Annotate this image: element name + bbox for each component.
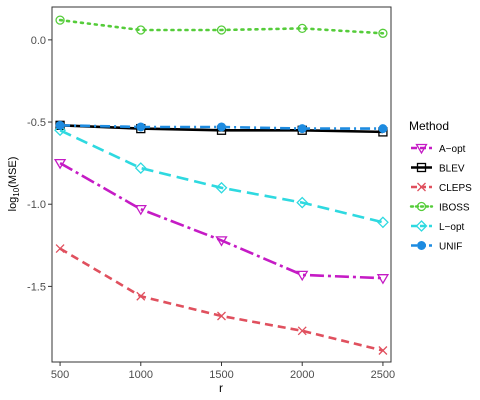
series-line-l-opt xyxy=(59,129,384,224)
y-tick-label: -1.5 xyxy=(27,281,46,293)
data-point-unif xyxy=(55,120,65,130)
x-tick-label: 1500 xyxy=(209,369,233,381)
y-axis-label-base: log xyxy=(7,197,19,212)
data-point-unif xyxy=(217,122,226,132)
legend-key-marker xyxy=(416,201,427,212)
legend-label: UNIF xyxy=(439,242,462,253)
legend-label: CLEPS xyxy=(439,183,472,194)
y-tick-label: 0.0 xyxy=(31,35,46,47)
y-axis-label: log10(MSE) xyxy=(7,157,21,212)
series-l-opt xyxy=(54,124,389,229)
legend-label: A−opt xyxy=(439,144,466,155)
y-axis-label-sub: 10 xyxy=(12,187,21,196)
legend-title: Method xyxy=(409,119,449,133)
legend-key-marker xyxy=(416,162,427,173)
series-cleps xyxy=(55,244,388,355)
data-point-unif xyxy=(297,124,307,134)
legend-key-marker xyxy=(415,143,428,155)
data-point-unif xyxy=(136,122,146,132)
series-layer xyxy=(53,15,390,355)
series-line-iboss xyxy=(58,18,385,35)
legend-label: L−opt xyxy=(439,222,465,233)
legend-item-iboss: IBOSS xyxy=(409,201,470,214)
data-point-iboss xyxy=(136,25,146,35)
data-point-a-opt xyxy=(376,274,390,285)
data-point-cleps xyxy=(217,311,226,321)
legend-item-a-opt: A−opt xyxy=(411,143,466,155)
series-a-opt xyxy=(53,158,390,285)
legend-key-marker xyxy=(415,220,428,232)
data-point-unif xyxy=(378,124,388,134)
legend-item-blev: BLEV xyxy=(411,162,465,175)
data-point-cleps xyxy=(136,291,146,301)
x-tick-label: 2000 xyxy=(290,369,314,381)
data-point-iboss xyxy=(55,15,65,25)
x-axis-label: r xyxy=(219,381,223,395)
data-point-cleps xyxy=(378,346,388,355)
x-tick-label: 2500 xyxy=(371,369,395,381)
x-tick-label: 1000 xyxy=(129,369,153,381)
data-point-cleps xyxy=(297,326,307,336)
legend-key-marker xyxy=(417,241,426,250)
data-point-l-opt xyxy=(296,196,309,209)
data-point-iboss xyxy=(216,25,227,35)
legend: Method A−opt BLEV CLEPS IBOSS L−opt UNIF xyxy=(409,119,472,253)
legend-label: IBOSS xyxy=(439,203,470,214)
y-axis-label-rest: (MSE) xyxy=(7,157,19,188)
legend-label: BLEV xyxy=(439,164,465,175)
data-point-iboss xyxy=(378,28,388,38)
data-point-iboss xyxy=(297,23,307,34)
series-unif xyxy=(55,120,388,134)
legend-item-l-opt: L−opt xyxy=(411,220,465,233)
series-iboss xyxy=(55,15,388,38)
data-point-a-opt xyxy=(296,270,309,282)
plot-panel xyxy=(51,6,392,363)
legend-key-marker xyxy=(417,182,426,192)
series-line-a-opt xyxy=(59,161,383,280)
y-axis: 0.0 -0.5 -1.0 -1.5 xyxy=(27,35,52,293)
data-point-l-opt xyxy=(215,181,228,194)
data-point-a-opt xyxy=(53,158,67,170)
data-point-l-opt xyxy=(377,216,389,229)
legend-item-cleps: CLEPS xyxy=(411,182,472,194)
data-point-l-opt xyxy=(54,124,66,137)
y-tick-label: -0.5 xyxy=(27,117,46,129)
y-tick-label: -1.0 xyxy=(27,199,46,211)
x-axis: 500 1000 1500 2000 2500 xyxy=(51,362,395,381)
data-point-a-opt xyxy=(215,236,228,247)
legend-item-unif: UNIF xyxy=(411,241,462,253)
data-point-l-opt xyxy=(134,162,147,174)
x-tick-label: 500 xyxy=(51,369,69,381)
data-point-cleps xyxy=(55,244,65,254)
data-point-a-opt xyxy=(134,205,147,216)
